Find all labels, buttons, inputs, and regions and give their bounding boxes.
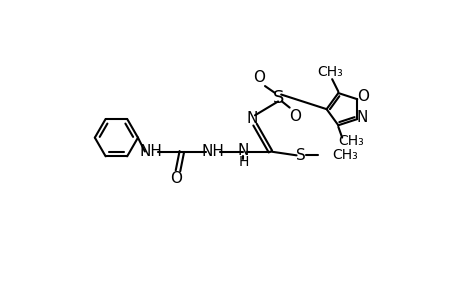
Text: O: O [356, 88, 368, 104]
Text: S: S [272, 88, 283, 106]
Text: CH₃: CH₃ [331, 148, 357, 162]
Text: O: O [169, 171, 181, 186]
Text: H: H [238, 155, 248, 169]
Text: NH: NH [140, 144, 162, 159]
Text: N: N [237, 143, 249, 158]
Text: NH: NH [201, 144, 224, 159]
Text: CH₃: CH₃ [317, 65, 343, 79]
Text: S: S [296, 148, 305, 163]
Text: N: N [356, 110, 368, 125]
Text: O: O [288, 109, 300, 124]
Text: N: N [246, 111, 257, 126]
Text: CH₃: CH₃ [338, 134, 364, 148]
Text: O: O [253, 70, 265, 85]
